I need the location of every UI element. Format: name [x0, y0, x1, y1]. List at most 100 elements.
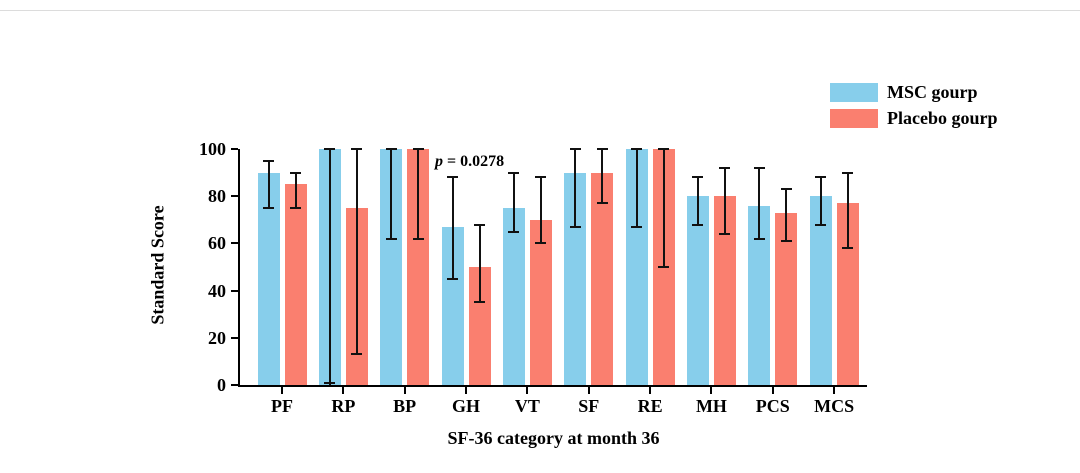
x-tick-label: MH	[695, 396, 727, 416]
error-bar-cap	[263, 159, 274, 162]
x-tick-label: RE	[637, 396, 663, 416]
error-bar-cap	[692, 176, 704, 179]
error-bar	[267, 160, 270, 208]
bar-msc-mcs	[809, 196, 832, 385]
error-bar	[785, 189, 788, 242]
error-bar-cap	[351, 353, 363, 356]
error-bar-cap	[474, 223, 486, 226]
error-bar-cap	[324, 148, 336, 150]
bar-placebo-sf	[591, 172, 614, 385]
y-axis-tick	[231, 242, 238, 245]
legend: MSC gourp Placebo gourp	[830, 79, 998, 131]
error-bar-cap	[719, 166, 731, 169]
x-tick-label: BP	[393, 396, 417, 416]
x-axis-tick	[342, 387, 345, 394]
p-value-annotation: p = 0.0278	[435, 153, 504, 171]
bar-placebo-pf	[284, 184, 307, 385]
bar-placebo-bp	[407, 149, 430, 385]
p-symbol: p	[435, 153, 443, 170]
bar-msc-gh	[441, 226, 464, 385]
bar-msc-vt	[502, 208, 525, 385]
error-bar-cap	[290, 207, 301, 209]
y-tick-label: 20	[208, 327, 226, 348]
error-bar-cap	[692, 223, 704, 226]
p-value-text: = 0.0278	[443, 153, 505, 170]
x-axis-tick	[833, 387, 836, 394]
x-axis-tick	[710, 387, 713, 394]
plot-area: p = 0.0278 0 20 40 60 80 100 PF RP BP GH VT SF RE MH P…	[199, 139, 867, 416]
error-bar	[390, 149, 393, 239]
bar-msc-pcs	[748, 205, 771, 385]
legend-item: Placebo gourp	[830, 105, 998, 131]
x-axis-tick	[587, 387, 590, 394]
x-axis-tick	[465, 387, 468, 394]
error-bar-cap	[351, 148, 363, 150]
error-bar-cap	[569, 148, 581, 150]
x-axis-tick	[526, 387, 529, 394]
error-bar	[539, 177, 542, 244]
error-bar-cap	[535, 242, 547, 245]
error-bar-cap	[780, 188, 792, 191]
error-bar-cap	[385, 148, 397, 150]
error-bar	[601, 149, 604, 204]
y-axis-tick	[231, 384, 238, 386]
error-bar-cap	[508, 230, 520, 233]
error-bar	[635, 149, 638, 227]
error-bar	[574, 149, 577, 227]
error-bar	[417, 149, 420, 239]
x-tick-label: SF	[578, 396, 600, 416]
error-bar-cap	[447, 277, 459, 280]
y-axis-title: Standard Score	[147, 205, 168, 325]
x-axis-tick	[649, 387, 652, 394]
error-bar-cap	[569, 225, 581, 228]
y-axis-tick	[231, 289, 238, 292]
legend-swatch	[830, 108, 878, 128]
error-bar-cap	[447, 176, 459, 179]
y-tick-label: 100	[199, 139, 226, 159]
x-tick-label: PF	[271, 396, 293, 416]
error-bar-cap	[474, 301, 486, 304]
bar-msc-mh	[686, 196, 709, 385]
legend-item: MSC gourp	[830, 79, 998, 105]
legend-label: Placebo gourp	[887, 107, 998, 128]
bar-placebo-vt	[529, 219, 552, 385]
error-bar-cap	[631, 225, 643, 228]
error-bar	[328, 149, 331, 385]
error-bar	[758, 167, 761, 239]
bar-placebo-mh	[713, 196, 736, 385]
x-tick-label: PCS	[755, 396, 790, 416]
error-bar-cap	[596, 202, 608, 205]
error-bar-cap	[535, 176, 547, 179]
error-bar-cap	[842, 247, 854, 250]
error-bar	[723, 167, 726, 234]
error-bar-cap	[508, 171, 520, 174]
error-bar	[451, 177, 454, 279]
x-tick-label: GH	[452, 396, 481, 416]
error-bar	[696, 177, 699, 225]
error-bar-cap	[290, 171, 301, 174]
error-bar-cap	[658, 266, 670, 268]
x-axis-tick	[771, 387, 774, 394]
error-bar-cap	[753, 237, 765, 240]
y-tick-label: 80	[208, 186, 226, 207]
error-bar-cap	[815, 176, 827, 179]
error-bar-cap	[815, 223, 827, 226]
error-bar-cap	[842, 171, 854, 174]
y-axis-tick	[231, 148, 238, 150]
bar-msc-sf	[564, 172, 587, 385]
bar-msc-pf	[257, 172, 280, 385]
bar-placebo-gh	[468, 267, 491, 385]
error-bar	[846, 172, 849, 249]
x-tick-label: MCS	[814, 396, 855, 416]
y-axis-tick	[231, 336, 238, 339]
error-bar-cap	[658, 148, 670, 150]
legend-swatch	[830, 82, 878, 102]
error-bar-cap	[596, 148, 608, 150]
error-bar-cap	[412, 148, 424, 150]
bar-msc-bp	[380, 149, 403, 385]
x-tick-label: VT	[514, 396, 540, 416]
error-bar	[819, 177, 822, 225]
error-bar-cap	[631, 148, 643, 150]
error-bar-cap	[412, 237, 424, 240]
error-bar-cap	[753, 166, 765, 169]
